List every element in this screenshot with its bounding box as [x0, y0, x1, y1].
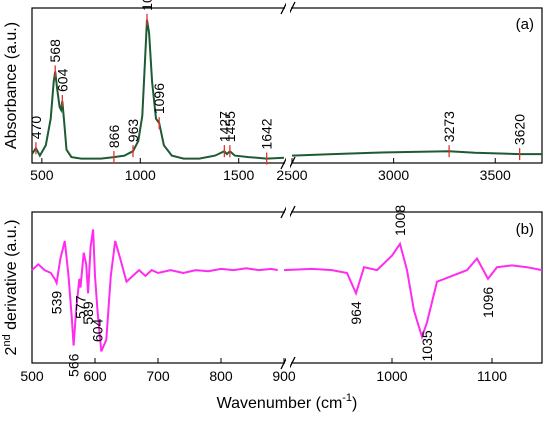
panel-b-peak-label: 1008	[392, 205, 408, 236]
axis-break-gap	[286, 356, 290, 370]
panel-a-peak-label: 568	[47, 39, 63, 63]
panel-b-peak-label: 1035	[419, 330, 435, 361]
panel-b-x-tick-label: 900	[272, 368, 296, 384]
panel-b-peak-label: 604	[90, 319, 106, 343]
panel-a-peak-label: 1427	[216, 111, 232, 142]
y-axis-title-part: derivative (a.u.)	[3, 220, 20, 335]
panel-a-x-tick-label: 3000	[378, 167, 409, 183]
panel-a-peak-label: 866	[106, 125, 122, 149]
panel-b-peak-label: 577	[73, 295, 89, 319]
panel-a-peak-label: 470	[28, 116, 44, 140]
panel-a-peak-label: 1096	[151, 83, 167, 114]
panel-b-y-axis-title: 2nd derivative (a.u.)	[1, 220, 20, 356]
panel-b-x-tick-label: 1100	[477, 368, 507, 384]
panel-a-peak-label: 3273	[441, 111, 457, 142]
panel-b-x-tick-label: 500	[20, 368, 44, 384]
panel-a-peak-label: 963	[125, 119, 141, 143]
panel-a-x-tick-label: 1000	[125, 167, 156, 183]
panel-b-x-tick-label: 600	[83, 368, 107, 384]
panel-a-x-tick-label: 500	[30, 167, 54, 183]
panel-a-x-tick-label: 2500	[276, 167, 307, 183]
panel-b-frame	[31, 211, 543, 364]
panel-b-derivative-line	[283, 241, 543, 341]
panel-a-x-tick-label: 3500	[480, 167, 511, 183]
y-axis-title-part: 2	[3, 346, 20, 355]
panel-a-peak-label: 1455	[222, 111, 238, 142]
axis-break-gap	[286, 156, 290, 170]
panel-b-label: (b)	[516, 221, 534, 238]
panel-b-peak-label: 589	[80, 301, 96, 325]
panel-a-peak-label: 3620	[512, 114, 528, 145]
panel-b-peak-label: 1096	[480, 287, 496, 318]
panel-b-x-tick-label: 1000	[376, 368, 407, 384]
x-axis-title-part: )	[352, 395, 357, 412]
panel-a-peak-label: 604	[54, 68, 70, 92]
panel-a-y-axis-title: Absorbance (a.u.)	[3, 22, 20, 149]
panel-a-peak-label: 1642	[259, 118, 275, 149]
panel-a-peak-label: 1034	[139, 0, 155, 11]
axis-break-gap	[286, 205, 290, 219]
panel-b-derivative-line	[31, 229, 278, 352]
axis-break-gap	[286, 1, 290, 15]
panel-b-peak-label: 539	[49, 291, 65, 315]
panel-b-x-tick-label: 700	[146, 368, 170, 384]
x-axis-title: Wavenumber (cm-1)	[217, 392, 358, 412]
x-axis-title-superscript: -1	[342, 392, 352, 404]
panel-b-x-tick-label: 800	[209, 368, 233, 384]
panel-a-x-tick-label: 1500	[223, 167, 254, 183]
y-axis-title-superscript: nd	[1, 334, 13, 346]
panel-b-peak-label: 566	[66, 353, 82, 377]
panel-a-label: (a)	[516, 16, 534, 33]
panel-b-peak-label: 964	[348, 301, 364, 325]
x-axis-title-part: Wavenumber (cm	[217, 395, 343, 412]
panel-a-spectrum-line	[291, 150, 542, 157]
